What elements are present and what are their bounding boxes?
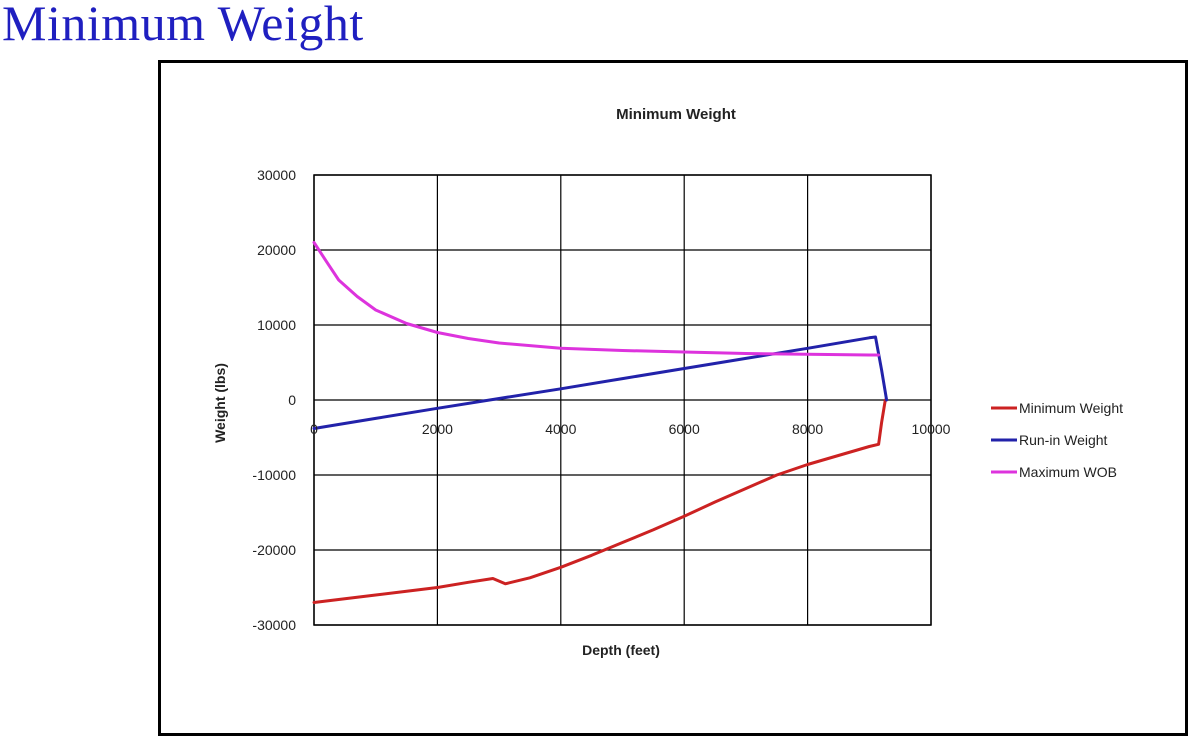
x-tick-label: 2000 [422, 421, 453, 437]
chart-tick-labels: 0 2000 4000 6000 8000 10000 30000 20000 10000 0 -1… [252, 167, 950, 633]
chart-series-lines [312, 241, 889, 604]
x-tick-label: 8000 [792, 421, 823, 437]
series-line [312, 335, 889, 430]
legend-label: Run-in Weight [1019, 432, 1108, 448]
legend-label: Minimum Weight [1019, 400, 1123, 416]
y-tick-label: 30000 [257, 167, 296, 183]
series-line [312, 241, 881, 357]
y-tick-label: -30000 [252, 617, 296, 633]
chart-grid [313, 174, 932, 626]
legend-label: Maximum WOB [1019, 464, 1117, 480]
x-axis-label: Depth (feet) [582, 642, 660, 658]
y-tick-label: 10000 [257, 317, 296, 333]
series-line [312, 398, 887, 604]
x-tick-label: 4000 [545, 421, 576, 437]
y-tick-label: -20000 [252, 542, 296, 558]
y-tick-label: 0 [288, 392, 296, 408]
chart-frame: Minimum Weight 0 2000 4000 6000 8000 10000 300… [158, 60, 1188, 736]
x-tick-label: 0 [310, 421, 318, 437]
line-chart: Minimum Weight 0 2000 4000 6000 8000 10000 300… [212, 106, 1123, 658]
slide-title: Minimum Weight [2, 0, 364, 51]
x-tick-label: 10000 [912, 421, 951, 437]
y-tick-label: 20000 [257, 242, 296, 258]
chart-legend: Minimum Weight Run-in Weight Maximum WOB [991, 400, 1123, 480]
y-axis-label: Weight (lbs) [212, 363, 228, 443]
x-tick-label: 6000 [669, 421, 700, 437]
chart-title: Minimum Weight [616, 106, 736, 123]
y-tick-label: -10000 [252, 467, 296, 483]
